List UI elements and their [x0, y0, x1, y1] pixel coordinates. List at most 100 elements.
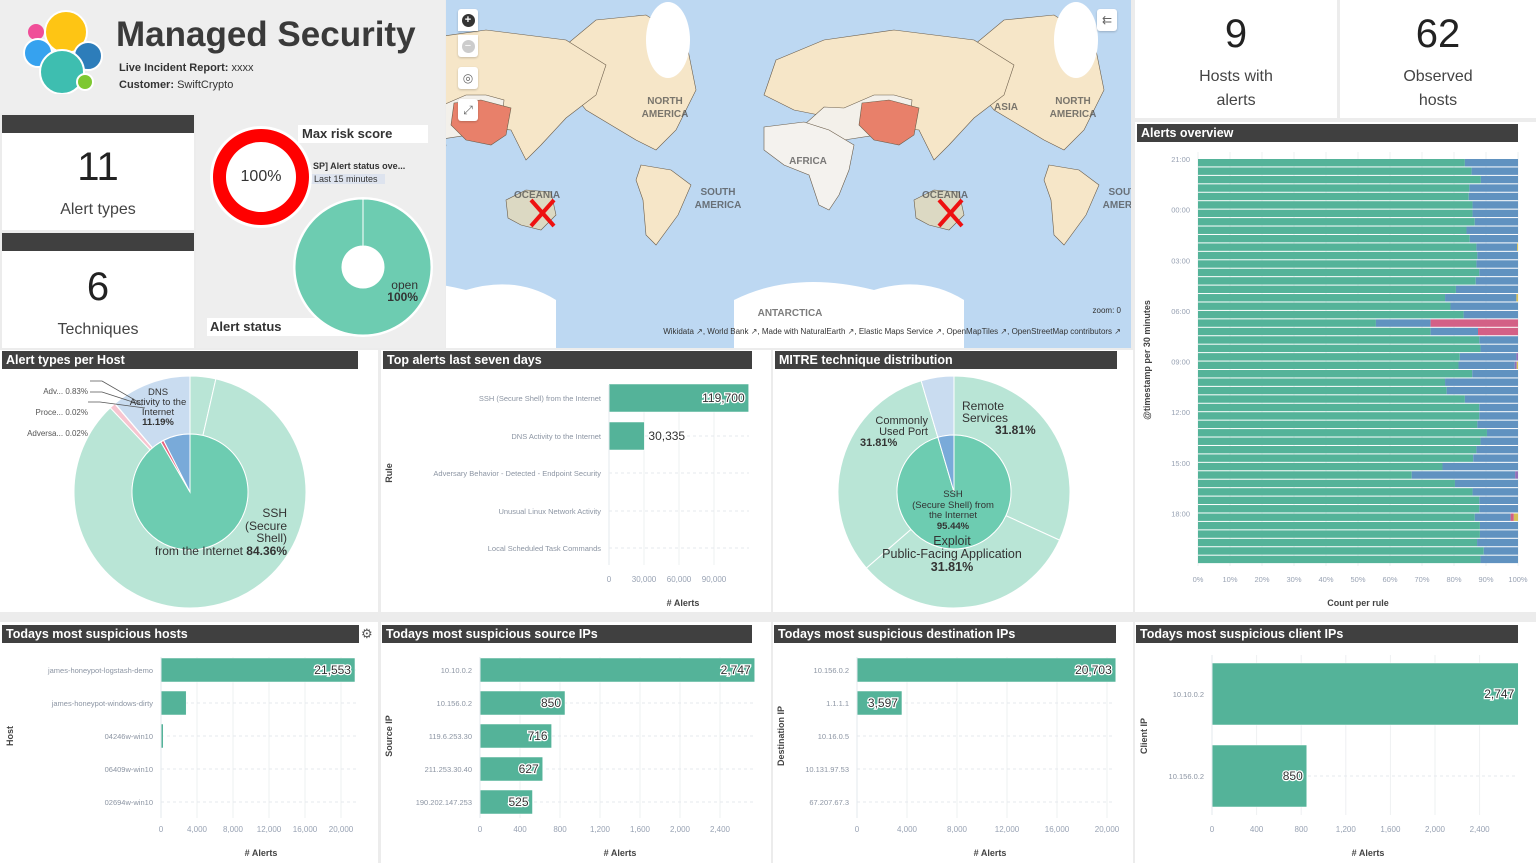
map-label: AMERICA	[695, 200, 742, 211]
stacked-bar-segment	[1477, 251, 1518, 260]
stacked-bar-segment	[1454, 479, 1518, 488]
map-label: NORTH	[1055, 96, 1091, 107]
x-stroke	[529, 198, 556, 228]
map-label: NORTH	[647, 96, 683, 107]
alert-marker-x-icon	[529, 198, 556, 228]
panel-title: Todays most suspicious source IPs	[382, 625, 752, 643]
attribution-link[interactable]: Made with NaturalEarth	[761, 327, 846, 336]
map-label: SOUTH	[1109, 187, 1132, 198]
category-label: 67.207.67.3	[809, 798, 849, 807]
stacked-bar-segment	[1458, 361, 1515, 369]
x-tick-label: 400	[1250, 825, 1264, 834]
stacked-bar-segment	[1198, 395, 1465, 403]
stacked-bar-segment	[1411, 471, 1516, 479]
map-label: OCEANIA	[922, 190, 968, 201]
x-axis-label: # Alerts	[245, 848, 278, 858]
x-tick-label: 20,000	[329, 825, 354, 834]
map-label: AMERICA	[1050, 109, 1097, 120]
stacked-bar-segment	[1198, 454, 1474, 462]
stacked-bar-segment	[1198, 412, 1480, 420]
x-tick-label: 0	[159, 825, 164, 834]
x-tick-label: 40%	[1318, 575, 1333, 584]
attribution-link[interactable]: Wikidata	[663, 327, 694, 336]
category-label: 10.156.0.2	[1169, 772, 1204, 781]
header-panel: Managed Security Live Incident Report: x…	[0, 0, 445, 113]
locate-button[interactable]: ◎	[458, 67, 478, 89]
stacked-bar-segment	[1459, 353, 1517, 361]
value-label: 850	[541, 696, 561, 710]
client-ips-panel	[1135, 622, 1536, 863]
stacked-bar-segment	[1480, 555, 1518, 564]
x-tick-label: 90,000	[702, 575, 727, 584]
map-label: AMERICA	[1103, 200, 1131, 211]
bar	[479, 657, 755, 683]
stacked-bar-segment	[1198, 167, 1472, 175]
attribution-link[interactable]: Elastic Maps Service	[858, 327, 934, 336]
legend-toggle-button[interactable]: ⇇	[1097, 9, 1117, 31]
report-value: xxxx	[231, 62, 254, 74]
category-label: 211.253.30.40	[425, 765, 472, 774]
stacked-bar-segment	[1475, 277, 1518, 285]
value-label: 2,747	[721, 663, 751, 677]
value-label: 525	[508, 795, 528, 809]
x-axis-label: # Alerts	[1352, 848, 1385, 858]
stacked-bar-segment	[1198, 260, 1477, 268]
map-panel[interactable]: NORTH AMERICA NORTH AMERICA SOUTH AMERICA SOUT…	[446, 0, 1131, 348]
panel-title: Alerts overview	[1137, 124, 1518, 142]
slice-pct: 100%	[387, 290, 418, 304]
pie-label-dns: DNS Activity to the Internet 11.19%	[118, 388, 198, 428]
category-label: 1.1.1.1	[826, 699, 849, 708]
zoom-in-button[interactable]: +	[458, 9, 478, 31]
y-tick-label: 18:00	[1171, 509, 1190, 518]
stacked-bar-segment	[1198, 521, 1480, 530]
zoom-out-button[interactable]: −	[458, 35, 478, 57]
stacked-bar-segment	[1469, 184, 1518, 192]
x-tick-label: 800	[1295, 825, 1309, 834]
customer-line: Customer: SwiftCrypto	[119, 79, 233, 91]
category-label: Adversary Behavior - Detected - Endpoint…	[433, 469, 601, 478]
x-tick-label: 60%	[1382, 575, 1397, 584]
stacked-bar-segment	[1198, 488, 1473, 496]
stacked-bar-segment	[1198, 462, 1443, 471]
stacked-bar-segment	[1474, 218, 1518, 226]
category-label: 10.10.0.2	[441, 666, 472, 675]
stacked-bar-segment	[1477, 420, 1518, 429]
stacked-bar-segment	[1476, 243, 1518, 251]
stacked-bar-segment	[1515, 471, 1518, 479]
stat-bar	[2, 115, 194, 133]
x-tick-label: 12,000	[995, 825, 1020, 834]
tooltip-title: SP] Alert status ove...	[313, 161, 406, 171]
attribution-link[interactable]: OpenStreetMap contributors	[1011, 327, 1113, 336]
stacked-bar-segment	[1198, 251, 1478, 260]
x-tick-label: 0	[1210, 825, 1215, 834]
x-tick-label: 30,000	[632, 575, 657, 584]
stacked-bar-segment	[1198, 201, 1473, 209]
stat-value: 9	[1224, 12, 1248, 56]
fullscreen-button[interactable]: ⤢	[458, 99, 478, 121]
x-axis-label: # Alerts	[974, 848, 1007, 858]
stacked-bar-segment	[1473, 454, 1518, 462]
stacked-bar-segment	[1198, 378, 1446, 386]
leader-line	[88, 401, 146, 409]
value-label: 21,553	[314, 663, 351, 677]
stacked-bar-segment	[1198, 445, 1477, 454]
stacked-bar-segment	[1198, 268, 1480, 277]
bar	[608, 421, 645, 451]
bar	[856, 657, 1117, 683]
attribution-link[interactable]: World Bank	[707, 327, 749, 336]
minus-icon: −	[461, 39, 475, 53]
y-axis-label: Destination IP	[776, 706, 786, 766]
stacked-bar-segment	[1198, 353, 1460, 361]
stacked-bar-segment	[1464, 395, 1518, 403]
max-risk-title: Max risk score	[298, 125, 428, 143]
x-tick-label: 90%	[1478, 575, 1493, 584]
panel-settings-gear-icon[interactable]: ⚙	[361, 626, 373, 641]
stacked-bar-segment	[1472, 209, 1518, 218]
world-map[interactable]: NORTH AMERICA NORTH AMERICA SOUTH AMERICA SOUT…	[446, 0, 1131, 348]
stacked-bar-segment	[1476, 260, 1518, 268]
attribution-link[interactable]: OpenMapTiles	[946, 327, 999, 336]
bar	[479, 789, 533, 815]
x-tick-label: 2,400	[710, 825, 731, 834]
x-tick-label: 1,200	[590, 825, 611, 834]
stat-alert-types: 11 Alert types	[2, 133, 194, 230]
